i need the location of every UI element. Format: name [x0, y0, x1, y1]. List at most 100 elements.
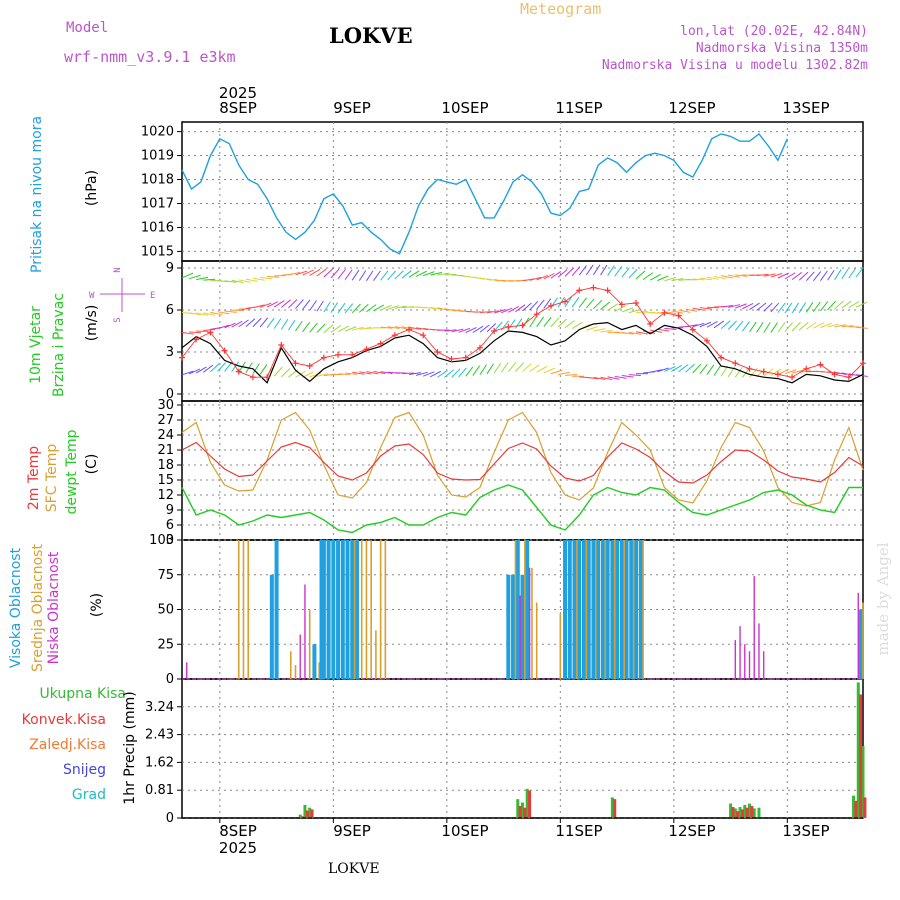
cloud-bar [567, 540, 572, 679]
cloud-bar [585, 540, 588, 679]
wind-arrow [394, 270, 404, 280]
gust-marker [774, 371, 781, 378]
cloud-bar [576, 540, 578, 679]
wind-arrow [366, 370, 379, 375]
wind-arrow [805, 302, 814, 313]
gust-marker [278, 342, 285, 348]
wind-arrow [798, 302, 807, 314]
wind-arrow [444, 369, 455, 378]
wind-arrow [550, 317, 560, 328]
gust-marker [547, 302, 554, 309]
wind-arrow [181, 331, 194, 335]
wind-arrow [266, 317, 275, 329]
wind-arrow [529, 300, 539, 311]
wind-arrow [664, 366, 676, 372]
wind-arrow [848, 267, 857, 279]
wind-arrow [337, 269, 346, 280]
dewpt-temp-line [181, 484, 863, 534]
cloud-bar [514, 540, 517, 679]
cloud-bar [629, 540, 634, 679]
wind-arrow [316, 323, 326, 333]
wind-arrow [721, 275, 733, 279]
cloud-bar [739, 626, 741, 679]
wind-arrow [479, 324, 490, 333]
wind-arrow [770, 302, 780, 313]
wind-arrow [692, 322, 705, 328]
wind-arrow [351, 269, 360, 281]
precip-bar [305, 810, 309, 818]
y-tick-label: 24 [157, 428, 174, 443]
wind-arrow [224, 310, 237, 313]
cloud-bar [604, 540, 607, 679]
wind-arrow [578, 297, 587, 308]
wind-arrow [557, 318, 568, 328]
meteogram-title: Meteogram [520, 0, 602, 18]
y-tick-label: 1015 [141, 244, 174, 259]
wind-arrow [564, 296, 573, 308]
wind-arrow [231, 309, 244, 312]
cloud-bar [595, 540, 597, 679]
wind-arrow [550, 369, 563, 375]
precip-bar [731, 807, 735, 818]
y-tick-label: 0 [166, 387, 174, 402]
wind-arrow [515, 362, 525, 372]
wind-arrow [430, 370, 442, 378]
wind-arrow [699, 364, 708, 375]
gust-marker [604, 287, 611, 294]
wind-arrow [571, 321, 583, 329]
wind-arrow [522, 302, 532, 312]
cloud-bar [365, 540, 368, 679]
cloud-bar [531, 567, 533, 679]
cloud-bar [572, 540, 577, 679]
gust-marker [448, 356, 455, 362]
cloud-bar [515, 540, 520, 679]
wind-arrow [451, 368, 461, 378]
wind-arrow [507, 362, 517, 373]
wind-arrow [621, 267, 630, 278]
wind-arrow [408, 326, 421, 330]
cloud-bar [642, 540, 644, 679]
wind-arrow [295, 270, 308, 276]
wind-arrow [848, 373, 861, 377]
wind-arrow [614, 375, 627, 379]
cloud-bar [336, 540, 341, 679]
wind-arrow [366, 304, 377, 313]
wind-arrow [196, 312, 209, 316]
wind-arrow [621, 375, 634, 378]
cloud-bar [350, 540, 355, 679]
wind-arrow [791, 322, 801, 332]
cloud-bar [294, 665, 297, 679]
wind-arrow [423, 306, 436, 310]
wind-arrow [394, 305, 407, 309]
wind-arrow [479, 364, 487, 375]
wind-arrow [692, 363, 702, 374]
wind-arrow [805, 321, 817, 330]
wind-arrow [259, 276, 272, 280]
gust-marker [207, 329, 214, 336]
wind-arrow [827, 300, 837, 311]
y-tick-label: 9 [166, 503, 174, 518]
wind-arrow [564, 320, 575, 329]
legend-freezing-rain: Zaledj.Kisa [29, 737, 106, 753]
cloud-bar [623, 540, 625, 679]
wind-arrow [791, 272, 802, 281]
cloud-bar [753, 576, 755, 679]
wind-arrow [266, 301, 279, 308]
wind-arrow [224, 322, 236, 329]
legend-snow: Snijeg [62, 762, 106, 778]
wind-arrow [678, 364, 689, 373]
day-label-top-6: 13SEP [782, 99, 829, 117]
wind-arrow [394, 326, 407, 330]
gust-marker [377, 340, 384, 347]
wind-arrow [366, 270, 374, 282]
precip-bar [613, 799, 617, 818]
wind-arrow [437, 307, 450, 311]
precip-bar [750, 805, 754, 818]
wind-arrow [245, 318, 256, 327]
wind-arrow [784, 302, 793, 314]
wind-arrow [351, 303, 361, 314]
precip-bar [738, 807, 742, 818]
wind-arrow [280, 368, 291, 378]
wind-arrow [650, 329, 663, 333]
gust-marker [633, 300, 639, 306]
